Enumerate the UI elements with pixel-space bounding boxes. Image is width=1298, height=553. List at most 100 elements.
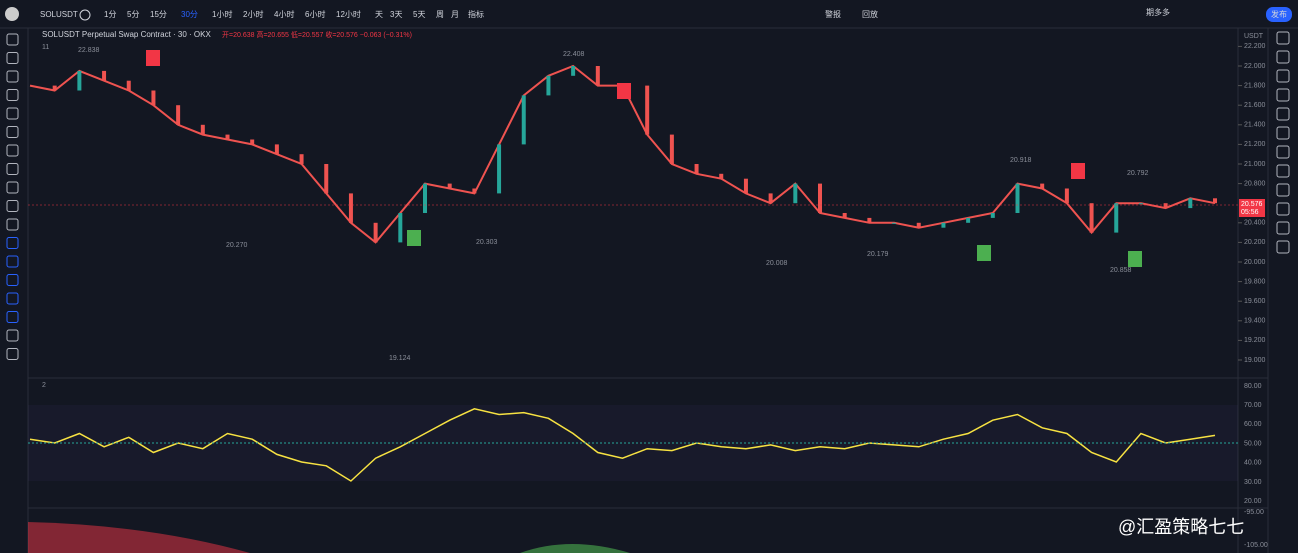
publish-button[interactable] (1266, 7, 1292, 22)
interval[interactable]: 天 (375, 10, 383, 19)
osc-tick-label: 30.00 (1244, 479, 1262, 486)
side-icon[interactable] (1276, 202, 1290, 216)
buy-signal (1128, 251, 1142, 267)
tool-icon[interactable] (6, 218, 19, 231)
candle (1114, 203, 1119, 233)
tool-icon[interactable] (6, 329, 19, 342)
tool-icon[interactable] (6, 274, 19, 286)
price-tick-label: 19.800 (1244, 278, 1266, 285)
candle (669, 134, 674, 164)
side-icon[interactable] (1276, 240, 1290, 254)
candle (719, 173, 724, 179)
buy-signal (407, 230, 421, 246)
side-icon[interactable] (1276, 69, 1290, 83)
annotation: 22.408 (563, 51, 585, 58)
tool-icon[interactable] (6, 311, 19, 323)
annotation: 20.270 (226, 242, 248, 249)
tool-icon[interactable] (6, 163, 19, 175)
osc-tick-label: 20.00 (1244, 498, 1262, 505)
interval[interactable]: 6小时 (305, 9, 325, 19)
candle (793, 183, 798, 204)
account[interactable]: 期多多 (1146, 7, 1170, 17)
interval[interactable]: 1小时 (212, 9, 232, 19)
osc-tick-label: 50.00 (1244, 440, 1262, 447)
tool-icon[interactable] (6, 52, 19, 64)
interval[interactable]: 1分 (104, 10, 116, 19)
lower-area (520, 544, 630, 553)
candle (1163, 203, 1168, 209)
side-icon[interactable] (1276, 164, 1290, 178)
top-toolbar (0, 0, 1298, 28)
symbol[interactable]: SOLUSDT (40, 10, 78, 19)
last-price: 20.576 (1241, 201, 1263, 208)
last-price-tag (1239, 199, 1265, 217)
side-icon[interactable] (1276, 31, 1290, 45)
sell-signal (617, 83, 631, 99)
watermark: @汇盈策略七七 (1118, 517, 1244, 537)
annotation: 20.858 (1110, 267, 1132, 274)
candle (497, 144, 502, 194)
price-tick-label: 20.400 (1244, 220, 1266, 227)
replay[interactable]: 回放 (862, 9, 878, 19)
tool-icon[interactable] (6, 144, 19, 157)
buy-signal (977, 245, 991, 261)
tool-icon[interactable] (6, 89, 19, 101)
side-icon[interactable] (1276, 88, 1290, 102)
candle (571, 66, 576, 76)
publish-label[interactable]: 发布 (1271, 9, 1287, 19)
interval[interactable]: 2小时 (243, 9, 263, 19)
interval[interactable]: 30分 (181, 10, 198, 19)
oscillator-line (29, 408, 1216, 482)
candle (250, 139, 255, 145)
interval[interactable]: 3天 (390, 10, 402, 19)
side-icon[interactable] (1276, 183, 1290, 197)
interval[interactable]: 12小时 (336, 9, 361, 19)
osc-tick-label: 80.00 (1244, 383, 1262, 390)
candle (176, 105, 181, 125)
interval[interactable]: 4小时 (274, 9, 294, 19)
candle (1064, 188, 1069, 204)
tool-icon[interactable] (6, 200, 19, 212)
indicators[interactable]: 指标 (468, 9, 484, 19)
price-tick-label: 19.200 (1244, 337, 1266, 344)
annotation: 20.918 (1010, 157, 1032, 164)
add-button[interactable] (79, 9, 91, 21)
interval[interactable]: 5天 (413, 10, 425, 19)
price-tick-label: 20.800 (1244, 180, 1266, 187)
tool-icon[interactable] (6, 181, 19, 194)
interval[interactable]: 周 (436, 10, 444, 19)
price-tick-label: 19.400 (1244, 318, 1266, 325)
osc-tick-label: 60.00 (1244, 421, 1262, 428)
candle (867, 217, 872, 223)
price-tick-label: 21.400 (1244, 122, 1266, 129)
tool-icon[interactable] (6, 255, 19, 268)
tool-icon[interactable] (6, 237, 19, 249)
price-tick-label: 20.000 (1244, 259, 1266, 266)
price-tick-label: 21.600 (1244, 102, 1266, 109)
alert[interactable]: 警报 (825, 9, 841, 19)
candle (324, 164, 329, 194)
lower-tick: -95.00 (1244, 509, 1264, 516)
candle (274, 144, 279, 155)
tool-icon[interactable] (6, 107, 19, 120)
countdown: 05:56 (1241, 209, 1259, 216)
tool-icon[interactable] (6, 292, 19, 305)
candle (595, 66, 600, 86)
candle (348, 193, 353, 223)
candle (1015, 183, 1020, 213)
interval[interactable]: 5分 (127, 10, 139, 19)
tool-icon[interactable] (6, 70, 19, 83)
avatar[interactable] (5, 7, 19, 21)
interval[interactable]: 15分 (150, 10, 167, 19)
side-icon[interactable] (1276, 126, 1290, 140)
candle (818, 183, 822, 213)
side-icon[interactable] (1276, 221, 1290, 235)
tool-icon[interactable] (6, 33, 19, 46)
ohlc: 开=20.638 高=20.655 低=20.557 收=20.576 −0.0… (222, 30, 412, 39)
interval[interactable]: 月 (451, 10, 459, 19)
side-icon[interactable] (1276, 50, 1290, 64)
side-icon[interactable] (1276, 145, 1290, 159)
side-icon[interactable] (1276, 107, 1290, 121)
tool-icon[interactable] (6, 126, 19, 138)
tool-icon[interactable] (6, 348, 19, 360)
